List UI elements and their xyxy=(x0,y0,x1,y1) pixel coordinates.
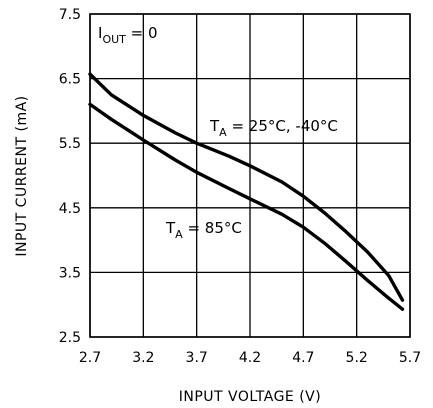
x-tick-labels: 2.7 3.2 3.7 4.2 4.7 5.2 5.7 xyxy=(79,350,421,366)
iout-annotation-rest: = 0 xyxy=(126,24,158,42)
upper-series-annotation-sub: A xyxy=(219,126,227,139)
iout-annotation-sub: OUT xyxy=(102,33,126,46)
x-tick-label: 5.2 xyxy=(346,350,368,366)
x-tick-label: 2.7 xyxy=(79,350,101,366)
y-tick-label: 3.5 xyxy=(59,265,81,281)
y-tick-label: 2.5 xyxy=(59,330,81,346)
plot-frame xyxy=(89,13,411,338)
upper-series-annotation: TA = 25°C, -40°C xyxy=(209,117,338,139)
lower-series-annotation-rest: = 85°C xyxy=(183,219,242,237)
x-tick-label: 3.7 xyxy=(186,350,208,366)
y-tick-label: 4.5 xyxy=(59,201,81,217)
x-tick-label: 3.2 xyxy=(132,350,154,366)
y-tick-label: 5.5 xyxy=(59,136,81,152)
iout-annotation: IOUT = 0 xyxy=(98,24,158,46)
upper-series-annotation-rest: = 25°C, -40°C xyxy=(227,117,338,135)
x-tick-label: 4.2 xyxy=(239,350,261,366)
lower-series-annotation-sub: A xyxy=(175,228,183,241)
x-axis-label: INPUT VOLTAGE (V) xyxy=(179,389,321,405)
x-tick-label: 5.7 xyxy=(399,350,421,366)
lower-series-annotation-main: T xyxy=(165,219,176,237)
series-line-lower xyxy=(88,102,405,311)
upper-series-annotation-main: T xyxy=(209,117,220,135)
grid xyxy=(89,13,411,338)
series-line-upper xyxy=(88,72,405,302)
iout-annotation-main: I xyxy=(98,24,102,42)
series-lines xyxy=(88,72,405,311)
y-tick-label: 7.5 xyxy=(59,7,81,23)
y-tick-labels: 2.5 3.5 4.5 5.5 6.5 7.5 xyxy=(59,7,81,346)
x-tick-label: 4.7 xyxy=(292,350,314,366)
lower-series-annotation: TA = 85°C xyxy=(165,219,242,241)
y-tick-label: 6.5 xyxy=(59,72,81,88)
y-axis-label: INPUT CURRENT (mA) xyxy=(14,95,30,256)
